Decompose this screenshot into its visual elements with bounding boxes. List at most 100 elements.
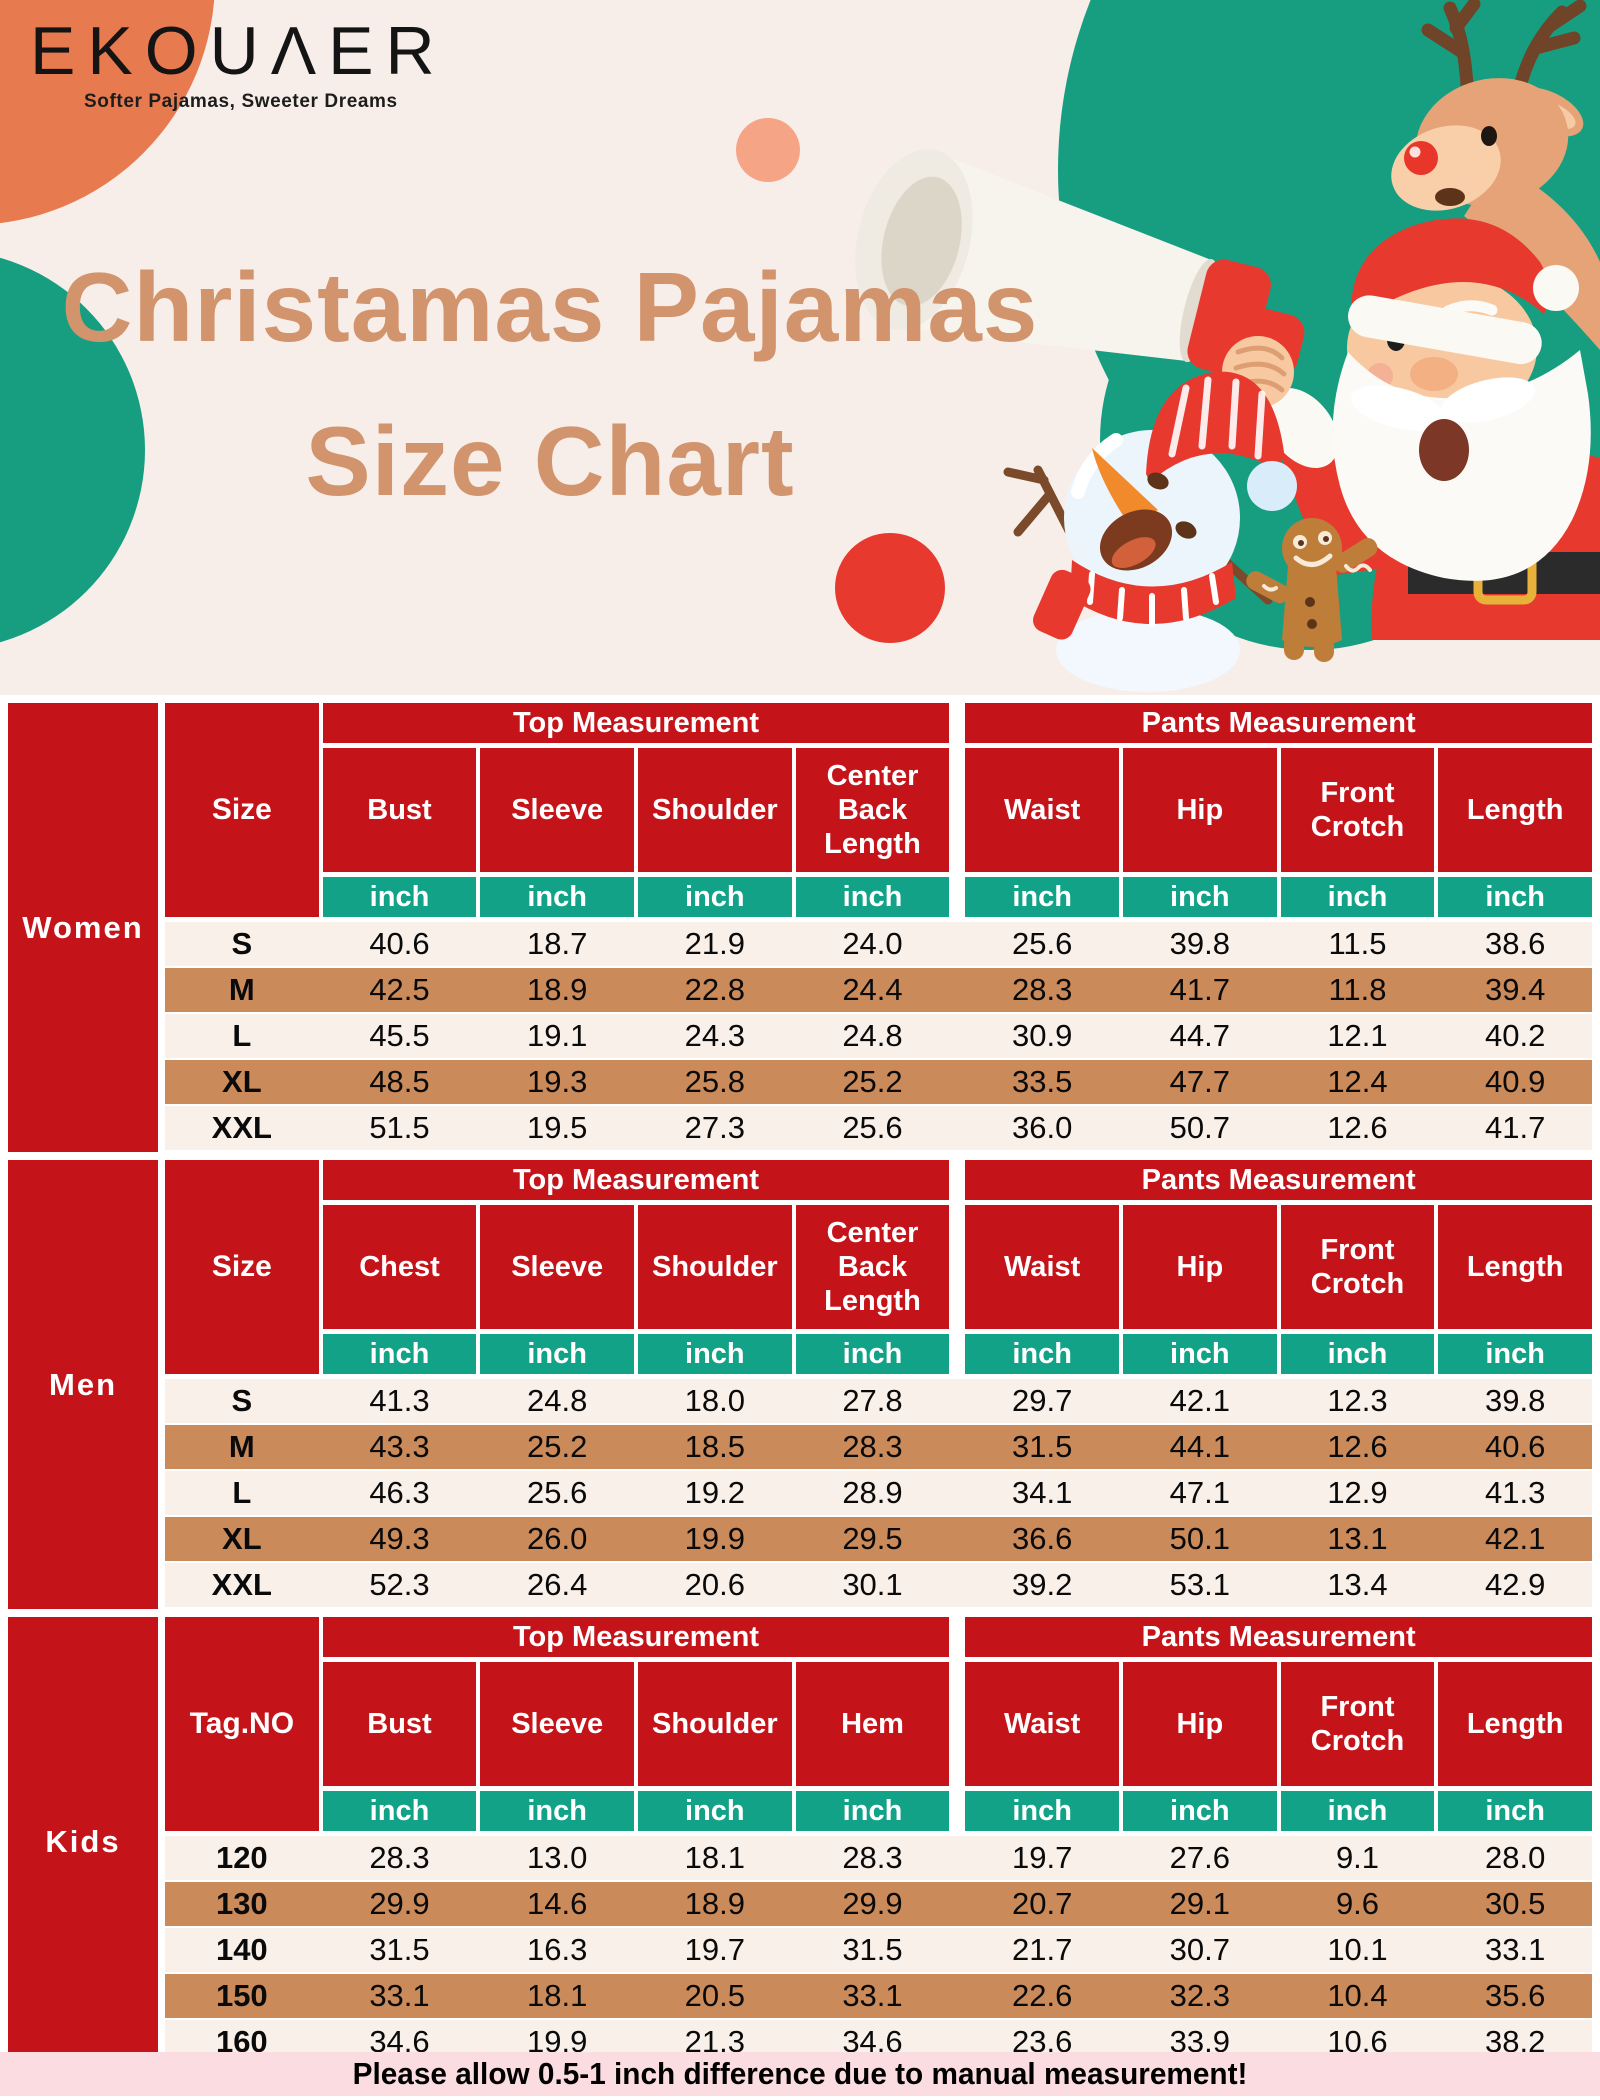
- santa-hat-pom: [1533, 265, 1579, 311]
- top-measurement-bar-men: Top Measurement: [322, 1160, 950, 1200]
- value-cell-length: 38.6: [1484, 926, 1546, 961]
- value-cell-waist: 28.3: [1011, 972, 1073, 1007]
- value-cell-length: 33.1: [1484, 1932, 1546, 1967]
- column-header-shoulder: Shoulder: [638, 748, 792, 872]
- value-cell-length: 42.1: [1484, 1521, 1546, 1556]
- value-cell-hip: 50.1: [1169, 1521, 1230, 1556]
- snowman-carrot-nose: [1092, 448, 1158, 526]
- value-cell-length: 40.6: [1484, 1429, 1546, 1464]
- pants-measurement-bar-kids: Pants Measurement: [965, 1617, 1592, 1657]
- column-header-shoulder: Shoulder: [638, 1662, 792, 1786]
- column-header-sleeve: Sleeve: [480, 1205, 634, 1329]
- section-women: Women Size Top Measurement Pants Measuremen…: [8, 703, 1592, 1152]
- value-cell-center-back-length: 27.8: [842, 1383, 903, 1418]
- value-cell-length: 39.4: [1484, 972, 1546, 1007]
- column-header-sleeve: Sleeve: [480, 1662, 634, 1786]
- snowman-scarf: [1032, 560, 1236, 640]
- value-cell-waist: 19.7: [1011, 1840, 1073, 1875]
- column-header-center-back-length: Center Back Length: [795, 1205, 950, 1329]
- row-size-label: L: [232, 1018, 252, 1053]
- value-cell-front-crotch: 13.1: [1327, 1521, 1388, 1556]
- size-column-header-women: Size: [165, 703, 319, 917]
- table-row-kids-160: 160 34.6 19.9 21.3 34.6 23.6 33.9 10.6 38.2: [165, 2020, 1592, 2064]
- value-cell-sleeve: 18.9: [526, 972, 588, 1007]
- unit-cell-hip: inch: [1123, 1334, 1277, 1374]
- unit-cell-front-crotch: inch: [1280, 1791, 1435, 1831]
- brand-logo: EKOUΛER: [30, 13, 447, 89]
- table-row-women-xl: XL 48.5 19.3 25.8 25.2 33.5 47.7 12.4 40.9: [165, 1060, 1592, 1104]
- unit-cell-waist: inch: [965, 877, 1119, 917]
- value-cell-hip: 47.7: [1169, 1064, 1230, 1099]
- column-header-sleeve: Sleeve: [480, 748, 634, 872]
- value-cell-center-back-length: 30.1: [842, 1567, 903, 1602]
- column-header-hem: Hem: [795, 1662, 950, 1786]
- brand-block: EKOUΛER Softer Pajamas, Sweeter Dreams: [30, 13, 447, 113]
- santa-hat: [1351, 218, 1551, 324]
- value-cell-length: 41.7: [1484, 1110, 1546, 1145]
- value-cell-sleeve: 16.3: [526, 1932, 588, 1967]
- value-cell-hip: 39.8: [1169, 926, 1230, 961]
- value-cell-shoulder: 18.9: [684, 1886, 745, 1921]
- santa-illustration: [855, 149, 1600, 640]
- value-cell-front-crotch: 12.6: [1327, 1110, 1388, 1145]
- unit-cell-waist: inch: [965, 1334, 1119, 1374]
- row-size-label: XL: [222, 1521, 262, 1556]
- value-cell-length: 35.6: [1484, 1978, 1546, 2013]
- value-cell-center-back-length: 29.5: [842, 1521, 903, 1556]
- row-size-label: M: [228, 1429, 255, 1464]
- table-row-men-l: L 46.3 25.6 19.2 28.9 34.1 47.1 12.9 41.3: [165, 1471, 1592, 1515]
- gingerbread-illustration: [1246, 518, 1378, 662]
- value-cell-hem: 31.5: [842, 1932, 903, 1967]
- size-table: Women Size Top Measurement Pants Measuremen…: [0, 695, 1600, 2066]
- table-row-women-xxl: XXL 51.5 19.5 27.3 25.6 36.0 50.7 12.6 41.7: [165, 1106, 1592, 1150]
- value-cell-shoulder: 20.5: [684, 1978, 745, 2013]
- value-cell-front-crotch: 11.5: [1328, 926, 1387, 961]
- value-cell-hem: 33.1: [842, 1978, 903, 2013]
- santa-mouth: [1419, 419, 1469, 481]
- pants-measurement-bar-men: Pants Measurement: [965, 1160, 1592, 1200]
- column-header-hip: Hip: [1123, 1662, 1277, 1786]
- column-header-front-crotch: Front Crotch: [1280, 1205, 1435, 1329]
- value-cell-center-back-length: 24.8: [842, 1018, 903, 1053]
- santa-hat-trim: [1348, 295, 1542, 365]
- column-header-bust: Bust: [322, 1662, 477, 1786]
- row-size-label: 140: [215, 1932, 268, 1967]
- orange-circle: [0, 0, 215, 224]
- unit-cell-length: inch: [1438, 1334, 1592, 1374]
- value-cell-sleeve: 25.2: [526, 1429, 588, 1464]
- value-cell-waist: 33.5: [1011, 1064, 1073, 1099]
- column-header-front-crotch: Front Crotch: [1280, 1662, 1435, 1786]
- value-cell-shoulder: 22.8: [684, 972, 745, 1007]
- value-cell-bust: 31.5: [369, 1932, 430, 1967]
- unit-cell-hip: inch: [1123, 877, 1277, 917]
- value-cell-waist: 30.9: [1011, 1018, 1073, 1053]
- value-cell-shoulder: 19.7: [684, 1932, 745, 1967]
- value-cell-hem: 28.3: [842, 1840, 903, 1875]
- value-cell-center-back-length: 25.2: [842, 1064, 903, 1099]
- row-size-label: S: [231, 926, 253, 961]
- value-cell-shoulder: 19.2: [684, 1475, 745, 1510]
- value-cell-shoulder: 27.3: [684, 1110, 745, 1145]
- value-cell-bust: 33.1: [369, 1978, 430, 2013]
- value-cell-chest: 43.3: [369, 1429, 430, 1464]
- value-cell-front-crotch: 12.3: [1327, 1383, 1388, 1418]
- value-cell-sleeve: 19.5: [526, 1110, 588, 1145]
- unit-cell-front-crotch: inch: [1280, 1334, 1435, 1374]
- unit-cell-waist: inch: [965, 1791, 1119, 1831]
- data-rows-men: S 41.3 24.8 18.0 27.8 29.7 42.1 12.3 39.8 M 43.3 25…: [165, 1379, 1592, 1607]
- unit-cell-length: inch: [1438, 1791, 1592, 1831]
- column-header-hip: Hip: [1123, 748, 1277, 872]
- row-size-label: XL: [222, 1064, 262, 1099]
- value-cell-length: 39.8: [1484, 1383, 1546, 1418]
- unit-cell-shoulder: inch: [638, 1791, 792, 1831]
- column-header-center-back-length: Center Back Length: [795, 748, 950, 872]
- row-size-label: XXL: [211, 1567, 272, 1602]
- snowman-illustration: [1003, 371, 1297, 692]
- row-size-label: L: [232, 1475, 252, 1510]
- column-header-waist: Waist: [965, 1205, 1119, 1329]
- value-cell-center-back-length: 24.4: [842, 972, 903, 1007]
- santa-nose: [1410, 357, 1458, 391]
- value-cell-waist: 31.5: [1011, 1429, 1073, 1464]
- value-cell-shoulder: 18.0: [684, 1383, 745, 1418]
